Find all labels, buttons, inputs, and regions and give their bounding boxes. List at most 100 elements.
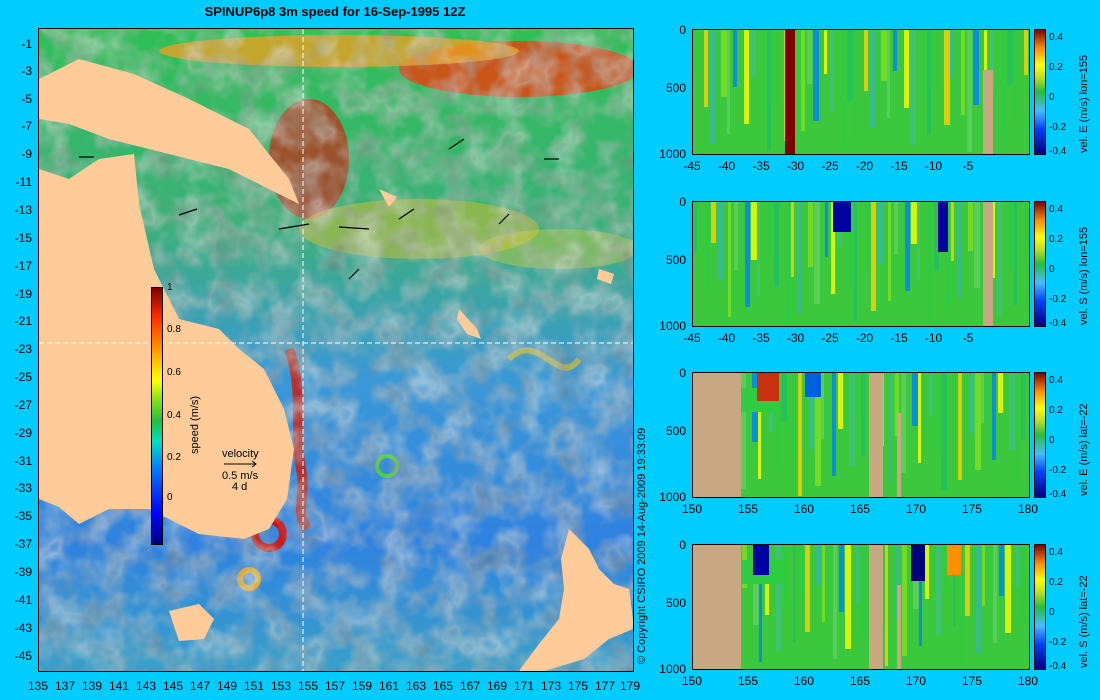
section-x-tick: 180 <box>1017 674 1039 688</box>
lon-tick: 163 <box>405 679 427 693</box>
colorbar-tick: 0.8 <box>167 324 181 335</box>
lat-tick: -11 <box>15 175 32 189</box>
lat-tick: -25 <box>14 370 32 384</box>
lat-tick: -27 <box>14 398 32 412</box>
colorbar-label: speed (m/s) <box>189 395 201 454</box>
lat-tick: -37 <box>14 537 32 551</box>
lon-tick: 159 <box>351 679 373 693</box>
colorbar-tick: 0.2 <box>167 452 181 463</box>
section-x-tick: 170 <box>905 502 927 516</box>
section-x-tick: 180 <box>1017 502 1039 516</box>
lon-tick: 155 <box>297 679 319 693</box>
lat-tick: -15 <box>14 231 32 245</box>
section-x-tick: -20 <box>855 331 874 345</box>
velocity-legend-arrow-icon <box>224 460 257 468</box>
depth-tick: 500 <box>665 253 686 267</box>
lat-tick: -35 <box>14 509 32 523</box>
lon-tick: 153 <box>270 679 292 693</box>
lon-tick: 179 <box>619 679 641 693</box>
velocity-legend-title: velocity <box>222 448 259 460</box>
lat-tick: -21 <box>14 314 32 328</box>
section-colorbar-tick: 0 <box>1049 607 1055 618</box>
section-x-tick: -20 <box>855 159 874 173</box>
section-label: vel. S (m/s) lat=-22 <box>1078 575 1090 668</box>
velocity-arrows <box>79 138 559 280</box>
section-x-tick: -40 <box>717 159 736 173</box>
section-colorbar <box>1034 29 1046 155</box>
depth-tick: 500 <box>665 81 686 95</box>
section-panel-2[interactable] <box>692 201 1030 327</box>
lon-tick: 149 <box>216 679 238 693</box>
section-colorbar-tick: 0.4 <box>1049 547 1063 558</box>
section-x-tick: 165 <box>849 674 871 688</box>
speed-map[interactable]: 1 0.8 0.6 0.4 0.2 0 speed (m/s) velocity… <box>38 28 639 672</box>
lon-tick: 173 <box>540 679 562 693</box>
section-colorbar <box>1034 201 1046 327</box>
section-colorbar-tick: 0.4 <box>1049 375 1063 386</box>
lat-tick: -23 <box>14 342 32 356</box>
section-panel-1[interactable] <box>692 29 1030 155</box>
lat-tick: -7 <box>21 119 32 133</box>
lon-tick: 167 <box>459 679 481 693</box>
section-panel-canvas <box>693 30 1028 154</box>
section-colorbar-tick: -0.2 <box>1049 122 1067 133</box>
section-x-tick: 175 <box>961 674 983 688</box>
section-colorbar <box>1034 544 1046 670</box>
section-panel-3[interactable] <box>692 372 1030 498</box>
lon-tick: 165 <box>432 679 454 693</box>
section-label: vel. E (m/s) lat=-22 <box>1078 403 1090 496</box>
section-x-tick: -35 <box>752 331 770 345</box>
section-x-tick: 170 <box>905 674 927 688</box>
lon-tick: 151 <box>243 679 265 693</box>
velocity-legend-duration: 4 d <box>232 481 248 493</box>
lon-tick: 169 <box>486 679 508 693</box>
lon-tick: 135 <box>27 679 49 693</box>
copyright-text: © Copyright CSIRO 2009 14-Aug-2009 19:33… <box>636 427 648 664</box>
section-x-tick: -10 <box>924 159 943 173</box>
lon-tick: 141 <box>108 679 130 693</box>
section-x-tick: -45 <box>683 159 701 173</box>
section-colorbar-tick: -0.4 <box>1049 318 1067 329</box>
depth-tick: 1000 <box>659 319 686 333</box>
lon-tick: 161 <box>378 679 400 693</box>
section-colorbar-tick: -0.2 <box>1049 637 1067 648</box>
colorbar-tick: 0.4 <box>167 410 181 421</box>
lat-tick: -39 <box>14 565 32 579</box>
section-colorbar-tick: 0 <box>1049 435 1055 446</box>
velocity-legend: velocity 0.5 m/s 4 d <box>222 449 262 493</box>
depth-tick: 0 <box>679 366 686 380</box>
lat-tick: -33 <box>14 481 32 495</box>
lat-tick: -3 <box>21 64 32 78</box>
page-title: SPINUP6p8 3m speed for 16-Sep-1995 12Z <box>204 4 466 19</box>
section-x-tick: -5 <box>962 159 974 173</box>
section-x-tick: 155 <box>737 502 759 516</box>
section-x-tick: 150 <box>681 502 703 516</box>
depth-tick: 500 <box>665 424 686 438</box>
section-x-tick: 160 <box>793 674 815 688</box>
section-panel-4[interactable] <box>692 544 1030 670</box>
lat-tick: -9 <box>21 147 32 161</box>
section-colorbar-tick: 0.2 <box>1049 234 1063 245</box>
lon-tick: 157 <box>324 679 346 693</box>
section-colorbar-tick: -0.2 <box>1049 294 1067 305</box>
lat-tick: -41 <box>14 593 32 607</box>
section-x-tick: -45 <box>683 331 701 345</box>
section-panel-canvas <box>693 545 1026 669</box>
section-colorbar-tick: 0.2 <box>1049 62 1063 73</box>
lat-tick: -29 <box>14 426 32 440</box>
section-colorbar-tick: -0.4 <box>1049 661 1067 672</box>
lon-tick: 175 <box>567 679 589 693</box>
lat-tick: -5 <box>21 92 32 106</box>
lon-tick: 145 <box>162 679 184 693</box>
section-x-tick: -25 <box>821 331 839 345</box>
lon-tick: 139 <box>81 679 103 693</box>
section-panel-canvas <box>694 202 1029 326</box>
section-x-tick: -10 <box>924 331 943 345</box>
depth-tick: 0 <box>679 23 686 37</box>
speed-map-canvas <box>39 29 639 671</box>
velocity-legend-speed: 0.5 m/s <box>222 470 259 482</box>
section-colorbar-tick: 0 <box>1049 264 1055 275</box>
depth-tick: 500 <box>665 596 686 610</box>
section-x-tick: -15 <box>890 331 908 345</box>
section-x-tick: 155 <box>737 674 759 688</box>
